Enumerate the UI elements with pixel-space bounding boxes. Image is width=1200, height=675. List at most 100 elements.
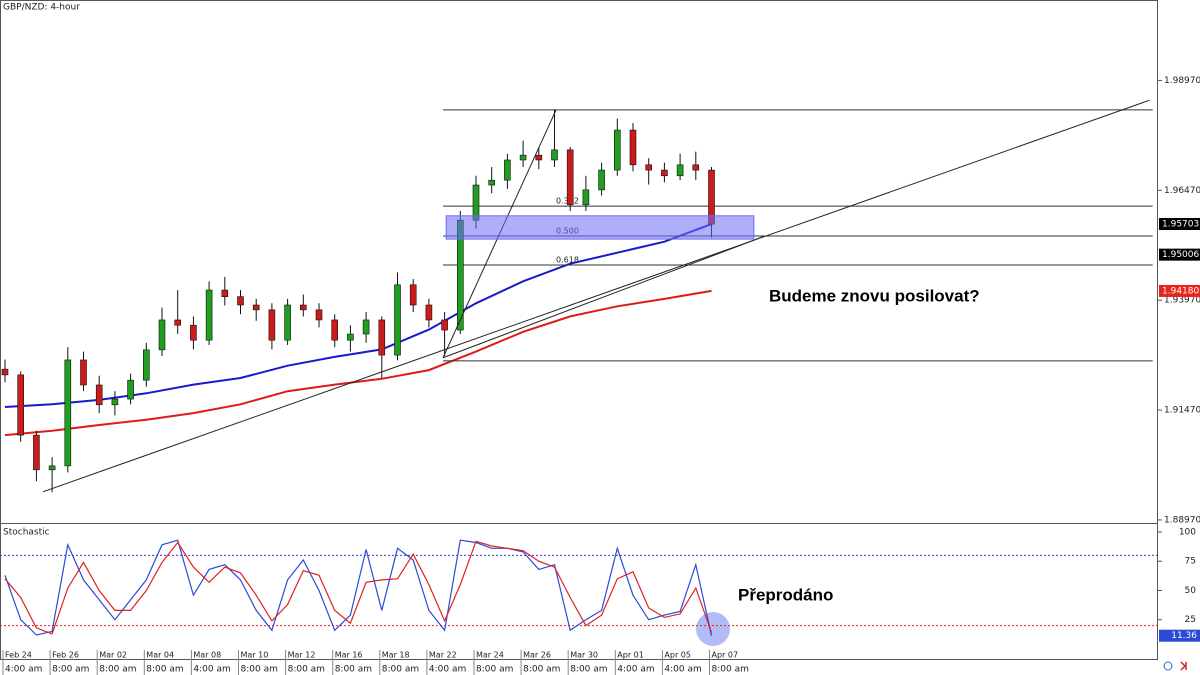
stochastic-line bbox=[4, 540, 713, 635]
candle-body bbox=[613, 129, 621, 171]
x-tick-time: 8:00 am bbox=[52, 665, 89, 675]
x-tick-time: 4:00 am bbox=[617, 665, 654, 675]
icon bbox=[1163, 661, 1173, 671]
candle-body bbox=[284, 304, 291, 341]
indicator-title-bg bbox=[1, 526, 41, 538]
candle-body bbox=[331, 319, 339, 341]
x-tick-time: 8:00 am bbox=[241, 665, 278, 675]
toolbar-icons bbox=[1163, 661, 1187, 671]
annotation-text: Přeprodáno bbox=[738, 585, 833, 604]
x-tick-time: 8:00 am bbox=[99, 665, 136, 675]
x-tick-label: Mar 26 bbox=[523, 651, 551, 660]
candle-body bbox=[566, 149, 574, 206]
candle-body bbox=[64, 359, 72, 467]
x-tick-time: 8:00 am bbox=[382, 665, 419, 675]
candle-body bbox=[111, 398, 119, 406]
candle-body bbox=[551, 149, 558, 161]
value-tag bbox=[1159, 629, 1200, 642]
candle-body bbox=[1, 368, 9, 376]
candle-body bbox=[598, 169, 605, 191]
candle-body bbox=[645, 164, 653, 171]
candle-body bbox=[17, 374, 25, 436]
candle-body bbox=[519, 154, 527, 161]
candle-body bbox=[174, 319, 181, 326]
candle-body bbox=[692, 164, 700, 171]
x-tick-label: Mar 02 bbox=[99, 651, 127, 660]
annotation-text: Budeme znovu posilovat? bbox=[769, 286, 980, 305]
candle-body bbox=[504, 159, 511, 181]
price-tag bbox=[1159, 248, 1200, 261]
x-tick-label: Mar 10 bbox=[241, 651, 269, 660]
x-tick-time: 8:00 am bbox=[335, 665, 372, 675]
candle-body bbox=[409, 284, 417, 306]
support-zone bbox=[445, 215, 755, 240]
y-tick-label: 25 bbox=[1185, 615, 1196, 625]
x-tick-label: Mar 30 bbox=[570, 651, 598, 660]
y-tick-label: 50 bbox=[1185, 586, 1197, 596]
candle-body bbox=[237, 296, 244, 306]
candle-body bbox=[48, 465, 56, 471]
candle-body bbox=[394, 284, 401, 356]
candle-body bbox=[488, 179, 496, 186]
y-tick-label: 1.93970 bbox=[1164, 296, 1200, 306]
candle-body bbox=[676, 164, 684, 177]
x-tick-label: Mar 24 bbox=[476, 651, 504, 660]
candle-body bbox=[315, 309, 323, 321]
candle-body bbox=[299, 304, 307, 311]
x-tick-time: 4:00 am bbox=[193, 665, 230, 675]
candle-body bbox=[472, 184, 480, 221]
candle-body bbox=[143, 349, 150, 381]
candle-body bbox=[252, 304, 260, 311]
fib-label: 0.618 bbox=[556, 256, 579, 265]
x-tick-label: Mar 04 bbox=[146, 651, 174, 660]
x-tick-label: Mar 22 bbox=[429, 651, 457, 660]
candle-body bbox=[535, 154, 543, 161]
moving-average bbox=[4, 223, 712, 408]
plot-layer: 1.889701.914701.939701.964701.989700.382… bbox=[0, 76, 1200, 642]
candle-body bbox=[268, 309, 276, 341]
x-tick-time: 4:00 am bbox=[5, 665, 42, 675]
x-tick-label: Mar 12 bbox=[288, 651, 316, 660]
candle-body bbox=[190, 324, 197, 341]
price-tag-label: 1.95006 bbox=[1162, 250, 1199, 260]
candle-body bbox=[33, 434, 40, 471]
price-tag bbox=[1159, 218, 1200, 231]
price-tag-label: 1.95703 bbox=[1162, 220, 1199, 230]
frame bbox=[0, 0, 1158, 660]
x-tick-time: 8:00 am bbox=[523, 665, 560, 675]
candle-body bbox=[425, 304, 433, 321]
x-tick-time: 4:00 am bbox=[429, 665, 466, 675]
candle-body bbox=[661, 169, 668, 177]
x-tick-time: 8:00 am bbox=[476, 665, 513, 675]
trendline bbox=[42, 99, 1150, 493]
x-tick-label: Mar 18 bbox=[382, 651, 410, 660]
x-tick-label: Mar 08 bbox=[193, 651, 221, 660]
candle-body bbox=[95, 384, 103, 406]
indicator-title: Stochastic bbox=[3, 528, 50, 538]
y-tick-label: 1.88970 bbox=[1164, 515, 1200, 525]
candle-body bbox=[158, 319, 166, 351]
x-tick-label: Feb 24 bbox=[5, 651, 32, 660]
candle-body bbox=[80, 359, 87, 386]
x-tick-label: Mar 16 bbox=[335, 651, 363, 660]
y-tick-label: 1.96470 bbox=[1164, 186, 1200, 196]
candle-body bbox=[362, 319, 370, 335]
x-tick-time: 8:00 am bbox=[288, 665, 325, 675]
x-tick-time: 8:00 am bbox=[570, 665, 607, 675]
candle-body bbox=[205, 289, 213, 341]
x-tick-label: Apr 05 bbox=[664, 651, 691, 660]
candle-body bbox=[127, 379, 134, 400]
y-tick-label: 1.98970 bbox=[1164, 76, 1200, 86]
candle-body bbox=[221, 289, 229, 297]
price-tag-label: 1.94180 bbox=[1162, 286, 1199, 296]
x-tick-time: 4:00 am bbox=[664, 665, 701, 675]
value-tag-label: 11.36 bbox=[1171, 631, 1197, 641]
title-bg bbox=[1, 1, 93, 13]
candle-body bbox=[347, 333, 354, 341]
candle-body bbox=[441, 319, 448, 331]
icon bbox=[1180, 661, 1187, 671]
y-tick-label: 75 bbox=[1185, 557, 1196, 567]
chart-title: GBP/NZD: 4-hour bbox=[3, 3, 80, 13]
moving-average bbox=[4, 289, 712, 437]
